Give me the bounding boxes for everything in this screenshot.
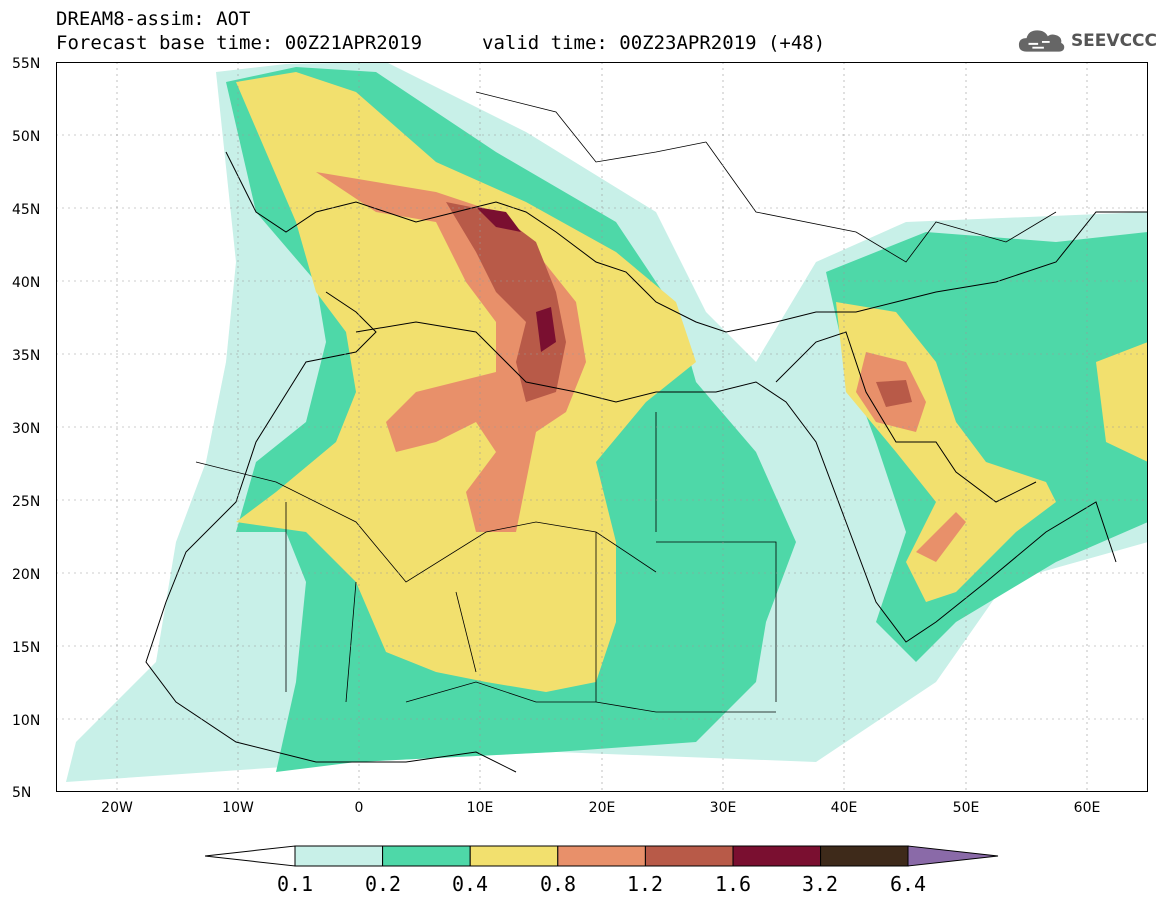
lon-label: 50E <box>952 800 980 816</box>
cloud-icon <box>1018 30 1065 52</box>
colorbar-label: 3.2 <box>801 872 839 896</box>
lon-label: 0 <box>354 800 364 816</box>
lat-label: 35N <box>12 348 41 364</box>
colorbar-segment <box>644 845 734 867</box>
lon-label: 60E <box>1073 800 1101 816</box>
colorbar-label: 0.4 <box>451 872 489 896</box>
colorbar-segment <box>469 845 559 867</box>
lat-label: 25N <box>12 494 41 510</box>
colorbar-label: 1.6 <box>714 872 752 896</box>
valid-time: valid time: 00Z23APR2019 (+48) <box>482 32 826 54</box>
lon-label: 30E <box>709 800 737 816</box>
colorbar-segment <box>382 845 471 867</box>
lat-label: 20N <box>12 567 41 583</box>
lon-label: 40E <box>830 800 858 816</box>
lon-label: 20W <box>101 800 133 816</box>
lon-label: 20E <box>588 800 616 816</box>
aot-field-red-iraq <box>876 380 912 407</box>
coastlines <box>145 151 1148 773</box>
map-border <box>56 62 1148 792</box>
lon-label: 10E <box>466 800 494 816</box>
map-title: DREAM8-assim: AOT <box>56 8 251 30</box>
colorbar-segment <box>294 845 384 867</box>
lat-label: 15N <box>12 640 41 656</box>
forecast-base-time: Forecast base time: 00Z21APR2019 <box>56 32 423 54</box>
lat-label: 45N <box>12 202 41 218</box>
colorbar-label: 0.8 <box>539 872 577 896</box>
colorbar-segments <box>294 845 909 867</box>
country-borders <box>195 91 1057 713</box>
lat-label: 10N <box>12 713 41 729</box>
seevccc-logo: SEEVCCC <box>1017 24 1157 58</box>
colorbar-label: 6.4 <box>889 872 927 896</box>
lat-label: 40N <box>12 275 41 291</box>
colorbar-label: 0.2 <box>364 872 402 896</box>
aot-map <box>56 62 1148 792</box>
colorbar-segment <box>820 845 909 867</box>
aot-field-orange-arabia <box>916 512 966 562</box>
aot-field-maroon-2 <box>536 307 556 352</box>
lat-label: 55N <box>12 56 41 72</box>
lat-label: 30N <box>12 421 41 437</box>
colorbar-low-arrow <box>205 845 296 867</box>
lat-label: 5N <box>12 785 32 801</box>
grid-lines <box>56 62 1148 792</box>
aot-field-maroon <box>476 207 521 232</box>
lat-label: 50N <box>12 129 41 145</box>
colorbar <box>205 845 999 867</box>
logo-text: SEEVCCC <box>1070 31 1157 51</box>
colorbar-segment <box>732 845 822 867</box>
aot-field-yellow-far-east <box>1096 342 1148 462</box>
colorbar-label: 0.1 <box>276 872 314 896</box>
colorbar-high-arrow <box>907 845 999 867</box>
lon-label: 10W <box>222 800 254 816</box>
colorbar-label: 1.2 <box>626 872 664 896</box>
colorbar-segment <box>557 845 646 867</box>
aot-field-red <box>446 202 566 402</box>
